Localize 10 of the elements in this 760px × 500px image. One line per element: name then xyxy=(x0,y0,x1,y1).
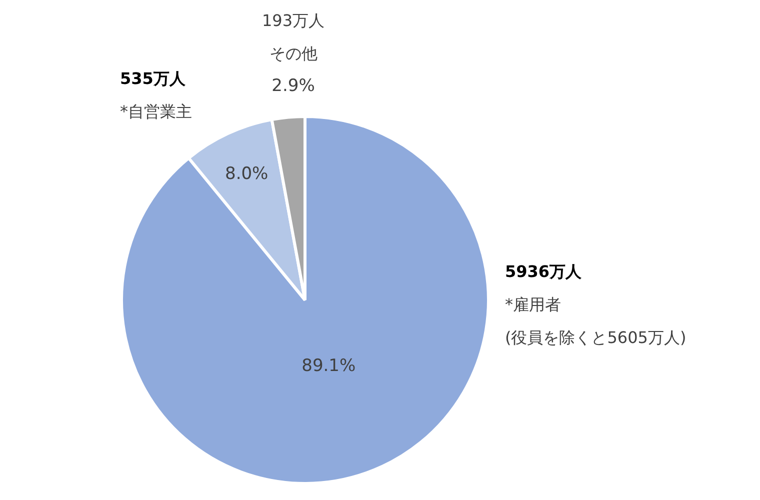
text: 2.9% xyxy=(272,76,315,96)
slice-label: *自営業主 xyxy=(120,101,192,123)
slice-label: その他 xyxy=(268,43,318,65)
slice-label: *雇用者 xyxy=(505,294,562,316)
data-label: 5936万人 xyxy=(505,261,583,283)
text: 8.0% xyxy=(225,164,268,184)
text: (役員を除くと5605万人) xyxy=(505,327,686,349)
data-label: 535万人 xyxy=(120,68,186,90)
text: 89.1% xyxy=(302,356,356,376)
data-label: 193万人 xyxy=(262,10,325,32)
